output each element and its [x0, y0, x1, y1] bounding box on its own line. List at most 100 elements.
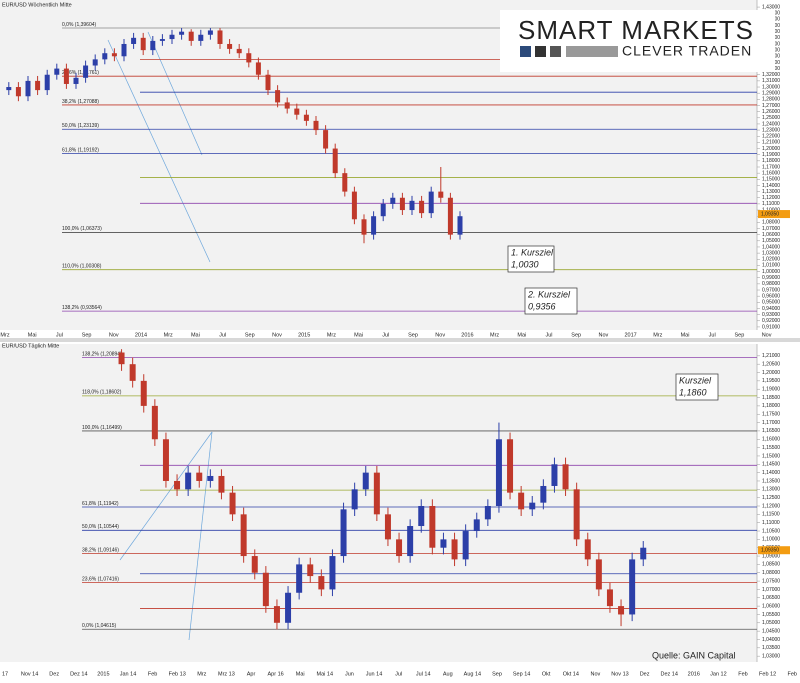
candle-body — [429, 506, 436, 548]
x-tick-label: Mai — [191, 332, 200, 338]
y-tick-label: 1,03000 — [762, 250, 780, 256]
candle-body — [313, 120, 319, 131]
candle-body — [396, 539, 403, 557]
x-tick-label: Nov — [435, 332, 445, 338]
y-tick-label: 1,18000 — [762, 158, 780, 164]
candle-body — [407, 526, 414, 557]
level-label: 110,0% (1,00308) — [62, 263, 102, 269]
candle-body — [551, 464, 558, 486]
x-tick-label: Jul 14 — [416, 671, 431, 677]
y-tick-label: 1,22000 — [762, 134, 780, 140]
fan-lines — [107, 31, 213, 641]
candle-body — [102, 53, 108, 60]
x-tick-label: 2014 — [135, 332, 147, 338]
y-tick-label: 1,13500 — [762, 478, 780, 484]
last-price-tag — [758, 210, 790, 219]
candle-body — [409, 200, 415, 211]
x-tick-label: Jul — [709, 332, 716, 338]
candle-body — [473, 519, 480, 532]
x-tick-label: Mai — [28, 332, 37, 338]
x-tick-label: Dez — [640, 671, 650, 677]
candle-body — [284, 102, 290, 109]
candle-body — [265, 74, 271, 91]
candle-body — [342, 173, 348, 192]
candle-body — [351, 191, 357, 220]
candle-body — [169, 34, 175, 40]
y-tick-label: 1,04500 — [762, 628, 780, 634]
x-tick-label: Mrz — [197, 671, 206, 677]
x-tick-label: Sep — [245, 332, 255, 338]
x-tick-label: Nov 13 — [611, 671, 628, 677]
x-tick-label: Aug 14 — [464, 671, 481, 677]
x-tick-label: Nov 14 — [21, 671, 38, 677]
y-tick-label: 1,43000 — [762, 4, 780, 10]
candle-body — [285, 592, 292, 623]
x-tick-label: Mrz — [490, 332, 499, 338]
candle-body — [121, 43, 127, 57]
candle-body — [340, 509, 347, 557]
x-tick-label: Mai — [296, 671, 305, 677]
candle-body — [131, 37, 137, 44]
y-tick-label: 1,04000 — [762, 244, 780, 250]
y-tick-label: 1,11000 — [762, 201, 780, 207]
candle-body — [236, 48, 242, 54]
candle-body — [438, 191, 444, 198]
candle-body — [428, 191, 434, 214]
x-tick-label: Nov — [272, 332, 282, 338]
candle-body — [151, 405, 158, 440]
annotation-text: Kursziel — [679, 375, 712, 385]
x-tick-label: 2016 — [461, 332, 473, 338]
y-tick-label: 1,19000 — [762, 152, 780, 158]
candle-body — [275, 90, 281, 103]
y-tick-label: 1,29000 — [762, 91, 780, 97]
y-tick-label: 1,05000 — [762, 620, 780, 626]
logo-square — [535, 46, 546, 57]
candle-body — [384, 514, 391, 540]
y-tick-label: 1,00000 — [762, 269, 780, 275]
y-tick-label: 1,19000 — [762, 387, 780, 393]
candle-body — [390, 197, 396, 204]
logo-bar — [566, 46, 618, 57]
candle-body — [218, 475, 225, 493]
x-tick-label: Jun — [345, 671, 354, 677]
x-tick-label: Okt — [542, 671, 551, 677]
level-label: 138,2% (1,20894) — [82, 351, 122, 357]
y-tick-label: 1,02000 — [762, 257, 780, 263]
candle-body — [640, 547, 647, 560]
x-tick-label: Mai — [354, 332, 363, 338]
y-tick-label: 1,06500 — [762, 595, 780, 601]
y-tick-label: 1,10000 — [762, 537, 780, 543]
y-tick-label: 0,91000 — [762, 324, 780, 330]
annotation-box — [524, 287, 578, 315]
x-tick-label: Dez 14 — [660, 671, 677, 677]
x-tick-label: 2017 — [624, 332, 636, 338]
y-tick-label: 1,14500 — [762, 462, 780, 468]
x-tick-label: Feb 12 — [759, 671, 776, 677]
level-label: 61,8% (1,19192) — [62, 147, 99, 153]
candle-body — [15, 87, 21, 97]
candle-body — [294, 108, 300, 115]
level-label: 61,8% (1,11942) — [82, 501, 119, 507]
x-tick-label: Feb — [148, 671, 157, 677]
annotation-box — [675, 373, 719, 401]
level-label: 23,6% (1,31761) — [62, 70, 99, 76]
candle-body — [217, 30, 223, 44]
candle-body — [606, 589, 613, 607]
candle-body — [618, 606, 625, 615]
x-tick-label: Mrz 13 — [218, 671, 235, 677]
x-tick-label: Jul — [56, 332, 63, 338]
candle-body — [207, 30, 213, 35]
last-price-tag — [758, 546, 790, 555]
level-label: 38,2% (1,09146) — [82, 547, 119, 553]
fan-line — [107, 39, 211, 263]
candle-body — [150, 40, 156, 51]
x-tick-label: Apr — [247, 671, 256, 677]
x-tick-label: Sep — [571, 332, 581, 338]
candle-body — [518, 492, 525, 510]
x-tick-label: 2016 — [688, 671, 700, 677]
y-tick-label: 1,09000 — [762, 553, 780, 559]
y-tick-label: 1,13000 — [762, 189, 780, 195]
candle-body — [140, 37, 146, 51]
level-label: 0,0% (1,04615) — [82, 623, 117, 629]
candle-body — [451, 539, 458, 560]
